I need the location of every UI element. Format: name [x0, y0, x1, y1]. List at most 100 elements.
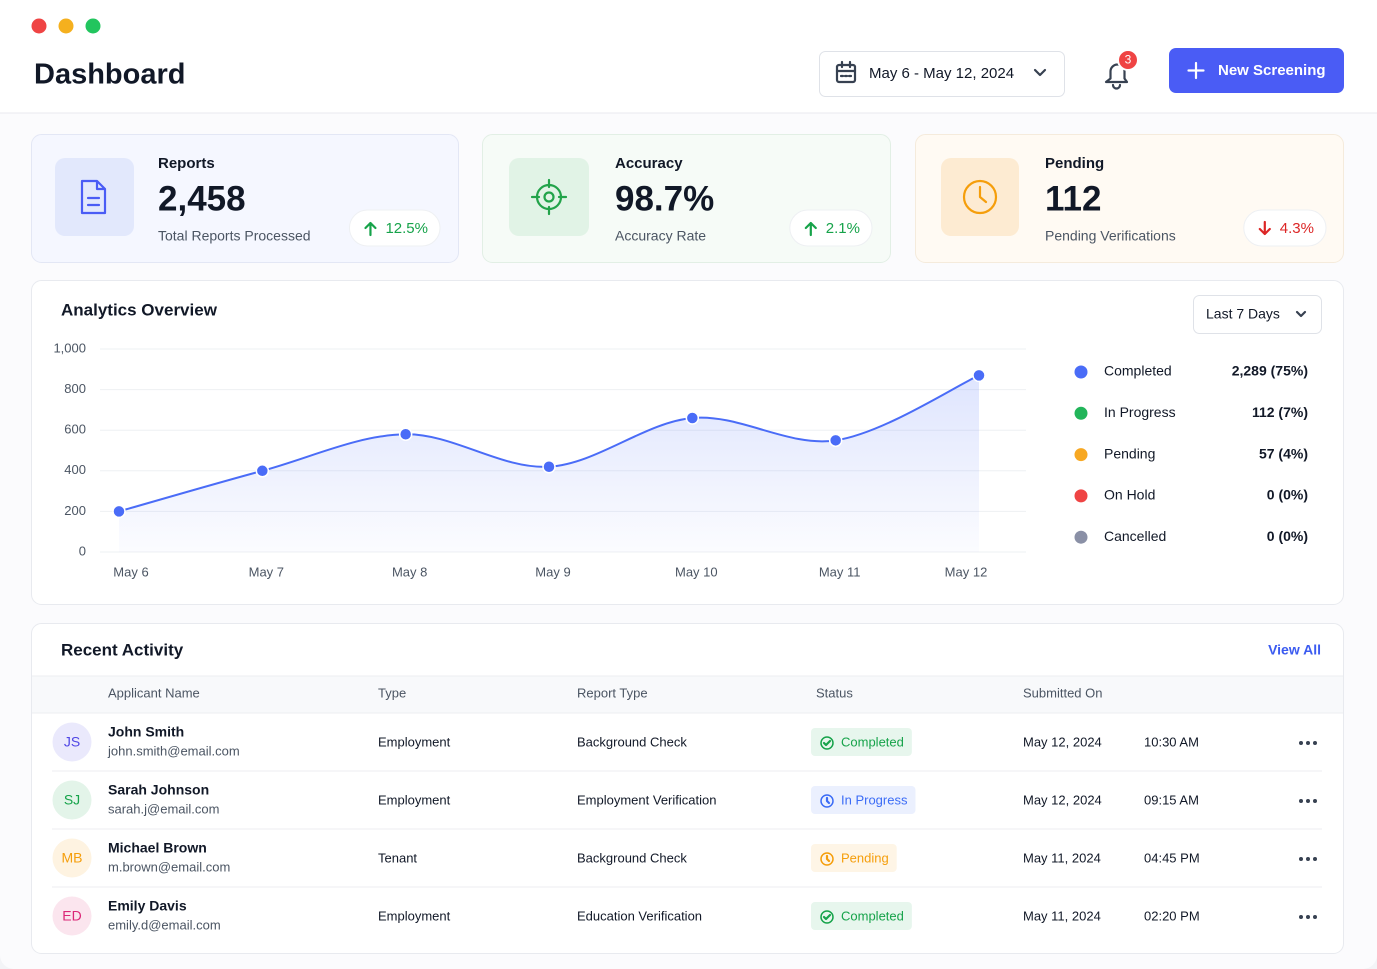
avatar — [52, 722, 92, 762]
row-menu[interactable] — [1299, 741, 1317, 745]
column-header: Status — [816, 685, 853, 700]
stat-value: 2,458 — [158, 179, 246, 218]
legend-name: Completed — [1104, 363, 1172, 379]
change-pill — [1243, 209, 1327, 247]
window-maximize[interactable] — [85, 18, 101, 34]
stat-card — [915, 134, 1344, 263]
stat-value: 98.7% — [615, 179, 714, 218]
date-picker-box[interactable] — [819, 51, 1065, 97]
applicant-email: emily.d@email.com — [108, 917, 221, 932]
range-select-label: Last 7 Days — [1206, 306, 1280, 322]
submitted-date: May 12, 2024 — [1023, 792, 1102, 807]
submitted-time: 09:15 AM — [1144, 792, 1199, 807]
analytics-title: Analytics Overview — [61, 300, 218, 319]
window-close[interactable] — [31, 18, 47, 34]
applicant-email: m.brown@email.com — [108, 859, 230, 874]
activity-title: Recent Activity — [61, 640, 184, 659]
stat-caption: Pending Verifications — [1045, 228, 1176, 244]
applicant-name: Michael Brown — [108, 840, 207, 856]
column-header: Applicant Name — [108, 685, 200, 700]
legend-dot — [1074, 448, 1088, 462]
menu-dot — [1306, 799, 1310, 803]
report-type: Education Verification — [577, 908, 702, 923]
menu-dot — [1313, 915, 1317, 919]
column-header: Type — [378, 685, 406, 700]
column-header: Submitted On — [1023, 685, 1103, 700]
status-icon-mark — [825, 796, 831, 805]
row-menu[interactable] — [1299, 799, 1317, 803]
status-pill — [811, 786, 916, 814]
submitted-date: May 11, 2024 — [1023, 850, 1101, 865]
avatar — [52, 780, 92, 820]
menu-dot — [1306, 915, 1310, 919]
target-icon — [530, 178, 568, 216]
range-select[interactable]: Last 7 Days — [1193, 295, 1322, 334]
data-point — [828, 433, 843, 448]
stat-change: 12.5% — [385, 220, 428, 237]
applicant-email: sarah.j@email.com — [108, 801, 219, 816]
calendar-icon — [835, 60, 857, 84]
report-type: Background Check — [577, 734, 687, 749]
stat-value: 112 — [1045, 179, 1101, 218]
menu-dot — [1299, 799, 1303, 803]
header-bg — [0, 0, 1377, 113]
status-icon-mark — [822, 739, 832, 747]
menu-dot — [1306, 857, 1310, 861]
button-bg[interactable] — [1169, 48, 1344, 93]
menu-dot — [1313, 799, 1317, 803]
data-point — [112, 504, 126, 519]
submitted-date: May 11, 2024 — [1023, 908, 1101, 923]
avatar — [52, 896, 92, 936]
status-label: In Progress — [841, 792, 908, 807]
submitted-time: 10:30 AM — [1144, 734, 1199, 749]
window-minimize[interactable] — [58, 18, 74, 34]
x-tick-label: May 7 — [249, 564, 284, 579]
notifications[interactable]: 3 — [1104, 49, 1139, 90]
stat-caption: Accuracy Rate — [615, 228, 706, 244]
menu-dot — [1299, 741, 1303, 745]
legend-name: In Progress — [1104, 404, 1176, 420]
menu-dot — [1299, 915, 1303, 919]
stat-change: 4.3% — [1280, 220, 1314, 237]
new-screening-button[interactable]: New Screening — [1169, 48, 1344, 93]
view-all-link[interactable]: View All — [1268, 642, 1321, 658]
change-pill — [348, 209, 441, 247]
y-tick-label: 800 — [64, 381, 86, 396]
stat-change: 2.1% — [826, 220, 860, 237]
stat-label: Reports — [158, 155, 215, 172]
status-label: Completed — [841, 734, 904, 749]
x-tick-label: May 6 — [113, 564, 148, 579]
report-type: Background Check — [577, 850, 687, 865]
row-menu[interactable] — [1299, 857, 1317, 861]
y-tick-label: 0 — [79, 543, 86, 558]
avatar — [52, 838, 92, 878]
status-icon — [820, 794, 834, 808]
legend-value: 57 (4%) — [1259, 445, 1308, 461]
arrow-down-icon — [1258, 220, 1271, 236]
row-menu[interactable] — [1299, 915, 1317, 919]
y-tick-label: 600 — [64, 422, 86, 437]
legend-dot — [1074, 489, 1088, 503]
status-label: Completed — [841, 908, 904, 923]
x-tick-label: May 10 — [675, 564, 718, 579]
data-point — [255, 464, 270, 478]
x-tick-label: May 8 — [392, 564, 427, 579]
data-point — [685, 411, 700, 425]
clock-icon — [962, 179, 998, 215]
legend-name: On Hold — [1104, 487, 1155, 503]
menu-dot — [1313, 857, 1317, 861]
status-pill — [811, 844, 897, 872]
applicant-type: Employment — [378, 908, 451, 923]
stat-icon-bg — [509, 158, 589, 236]
chevron-icon — [1295, 310, 1307, 318]
range-select-box[interactable] — [1193, 295, 1322, 334]
avatar-initials: MB — [62, 850, 83, 866]
date-picker[interactable]: May 6 - May 12, 2024 — [819, 51, 1065, 97]
submitted-time: 02:20 PM — [1144, 908, 1200, 923]
submitted-date: May 12, 2024 — [1023, 734, 1102, 749]
notification-badge — [1117, 49, 1139, 71]
submitted-time: 04:45 PM — [1144, 850, 1200, 865]
applicant-type: Tenant — [378, 850, 417, 865]
activity-card — [31, 623, 1344, 954]
